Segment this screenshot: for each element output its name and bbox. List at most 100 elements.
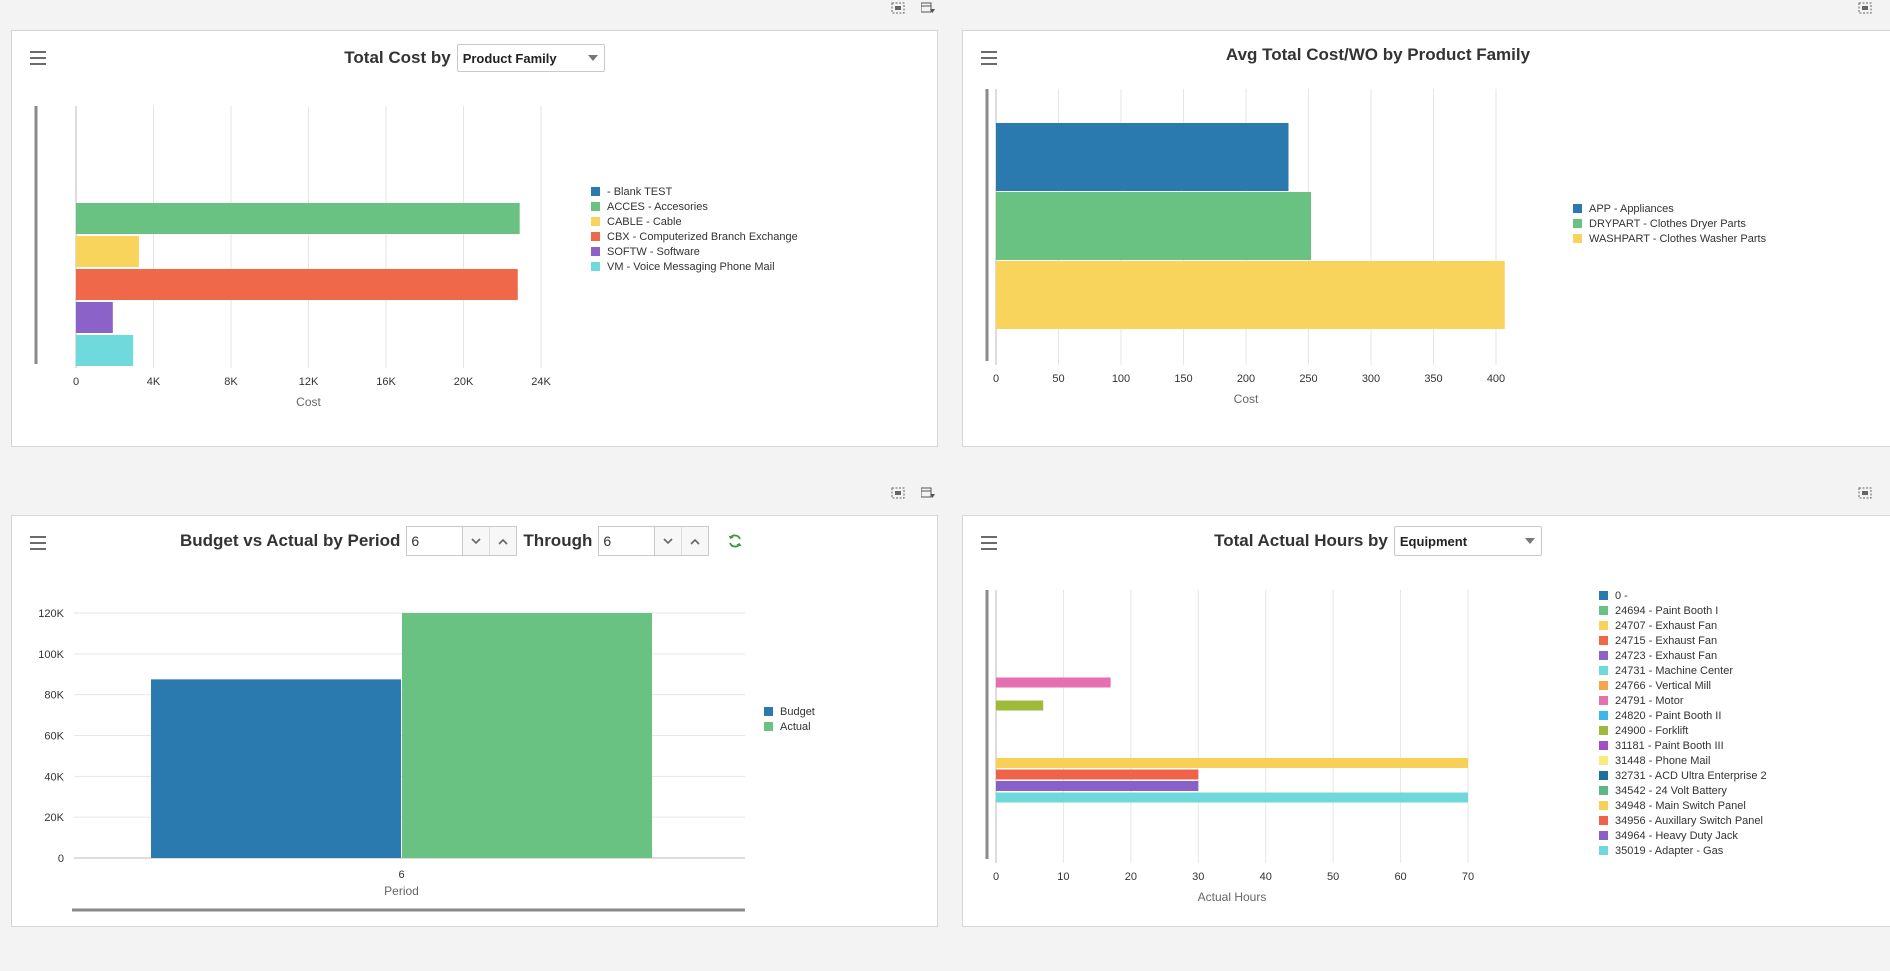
menu-icon[interactable] (981, 51, 997, 65)
options-icon[interactable] (921, 487, 935, 499)
legend-item[interactable]: CABLE - Cable (591, 214, 798, 229)
bar (76, 302, 113, 333)
legend-item[interactable]: 34964 - Heavy Duty Jack (1599, 828, 1767, 843)
dropdown-value: Product Family (462, 50, 557, 66)
legend-item[interactable]: 24791 - Motor (1599, 693, 1767, 708)
legend-item[interactable]: DRYPART - Clothes Dryer Parts (1573, 216, 1766, 231)
legend-swatch (591, 202, 600, 211)
legend-label: ACCES - Accesories (607, 200, 708, 213)
legend-budget: Budget Actual (764, 704, 815, 734)
period-through-value[interactable]: 6 (599, 527, 656, 555)
legend-swatch (1599, 636, 1608, 645)
maximize-icon[interactable] (1858, 487, 1872, 499)
legend-item[interactable]: 24900 - Forklift (1599, 723, 1767, 738)
legend-item[interactable]: WASHPART - Clothes Washer Parts (1573, 231, 1766, 246)
x-tick-label: 70 (1462, 871, 1474, 883)
legend-swatch (1599, 816, 1608, 825)
legend-label: 24731 - Machine Center (1615, 664, 1734, 677)
group-by-dropdown[interactable]: Product Family (456, 44, 605, 72)
legend-swatch (1599, 696, 1608, 705)
through-label: Through (523, 531, 593, 550)
legend-item[interactable]: 34542 - 24 Volt Battery (1599, 783, 1767, 798)
x-tick-label: 50 (1052, 373, 1064, 385)
chevron-up-icon (498, 538, 508, 545)
maximize-icon[interactable] (891, 487, 905, 499)
legend-item[interactable]: 24723 - Exhaust Fan (1599, 648, 1767, 663)
legend-item[interactable]: 24731 - Machine Center (1599, 663, 1767, 678)
period-from-value[interactable]: 6 (407, 527, 464, 555)
legend-swatch (1599, 846, 1608, 855)
menu-icon[interactable] (30, 536, 46, 550)
x-tick-label: 6 (398, 869, 404, 881)
refresh-icon[interactable] (725, 531, 745, 551)
bar (996, 192, 1311, 260)
x-tick-label: 8K (224, 376, 238, 388)
bar (996, 792, 1468, 803)
legend-item[interactable]: ACCES - Accesories (591, 199, 798, 214)
legend-label: 34948 - Main Switch Panel (1615, 799, 1746, 812)
legend-item[interactable]: - Blank TEST (591, 184, 798, 199)
legend-swatch (1573, 234, 1582, 243)
legend-total-cost: - Blank TEST ACCES - Accesories CABLE - Ca… (591, 184, 798, 274)
legend-item[interactable]: 24820 - Paint Booth II (1599, 708, 1767, 723)
legend-item[interactable]: APP - Appliances (1573, 201, 1766, 216)
legend-item[interactable]: Budget (764, 704, 815, 719)
legend-item[interactable]: VM - Voice Messaging Phone Mail (591, 259, 798, 274)
legend-item[interactable]: 32731 - ACD Ultra Enterprise 2 (1599, 768, 1767, 783)
legend-label: 32731 - ACD Ultra Enterprise 2 (1615, 769, 1767, 782)
legend-item[interactable]: 24707 - Exhaust Fan (1599, 618, 1767, 633)
period-from-stepper[interactable]: 6 (406, 526, 518, 556)
x-tick-label: 400 (1487, 373, 1505, 385)
legend-item[interactable]: SOFTW - Software (591, 244, 798, 259)
group-by-dropdown[interactable]: Equipment (1393, 526, 1542, 556)
legend-swatch (1599, 726, 1608, 735)
legend-item[interactable]: 24766 - Vertical Mill (1599, 678, 1767, 693)
maximize-icon[interactable] (1858, 2, 1872, 14)
legend-item[interactable]: CBX - Computerized Branch Exchange (591, 229, 798, 244)
legend-label: APP - Appliances (1589, 202, 1674, 215)
x-tick-label: 100 (1112, 373, 1130, 385)
decrement-button[interactable] (463, 527, 491, 555)
x-tick-label: 20 (1125, 871, 1137, 883)
x-tick-label: 16K (376, 376, 396, 388)
legend-label: 24707 - Exhaust Fan (1615, 619, 1718, 632)
menu-icon[interactable] (30, 51, 46, 65)
legend-swatch (591, 232, 600, 241)
quadrant-budget: Budget vs Actual by Period 6 Through 6 0… (0, 480, 950, 971)
bar (996, 677, 1111, 688)
x-axis-title: Cost (296, 395, 321, 409)
legend-item[interactable]: 34948 - Main Switch Panel (1599, 798, 1767, 813)
legend-swatch (1573, 219, 1582, 228)
legend-item[interactable]: 0 - (1599, 588, 1767, 603)
x-tick-label: 10 (1057, 871, 1069, 883)
x-tick-label: 0 (993, 871, 999, 883)
x-axis-title: Actual Hours (1198, 890, 1267, 904)
y-tick-label: 0 (58, 853, 64, 865)
legend-item[interactable]: 24715 - Exhaust Fan (1599, 633, 1767, 648)
legend-item[interactable]: Actual (764, 719, 815, 734)
x-tick-label: 40 (1260, 871, 1272, 883)
legend-label: CABLE - Cable (607, 215, 682, 228)
decrement-button[interactable] (655, 527, 683, 555)
quadrant-avg-cost: Avg Total Cost/WO by Product Family 0 50 1… (950, 0, 1890, 470)
maximize-icon[interactable] (891, 2, 905, 14)
chart-hours: 0 10 20 30 40 50 60 70 Actual Hours (985, 590, 1474, 904)
legend-avg-cost: APP - Appliances DRYPART - Clothes Dryer … (1573, 201, 1766, 246)
legend-item[interactable]: 35019 - Adapter - Gas (1599, 843, 1767, 858)
legend-label: Budget (780, 705, 815, 718)
legend-item[interactable]: 34956 - Auxillary Switch Panel (1599, 813, 1767, 828)
legend-item[interactable]: 31448 - Phone Mail (1599, 753, 1767, 768)
y-tick-label: 60K (44, 731, 64, 743)
period-through-stepper[interactable]: 6 (598, 526, 710, 556)
chevron-down-icon (587, 55, 598, 61)
legend-swatch (1599, 651, 1608, 660)
legend-label: 31448 - Phone Mail (1615, 754, 1711, 767)
menu-icon[interactable] (981, 536, 997, 550)
legend-label: CBX - Computerized Branch Exchange (607, 230, 798, 243)
increment-button[interactable] (682, 527, 709, 555)
x-tick-label: 150 (1174, 373, 1192, 385)
legend-item[interactable]: 24694 - Paint Booth I (1599, 603, 1767, 618)
options-icon[interactable] (921, 2, 935, 14)
increment-button[interactable] (490, 527, 517, 555)
legend-item[interactable]: 31181 - Paint Booth III (1599, 738, 1767, 753)
